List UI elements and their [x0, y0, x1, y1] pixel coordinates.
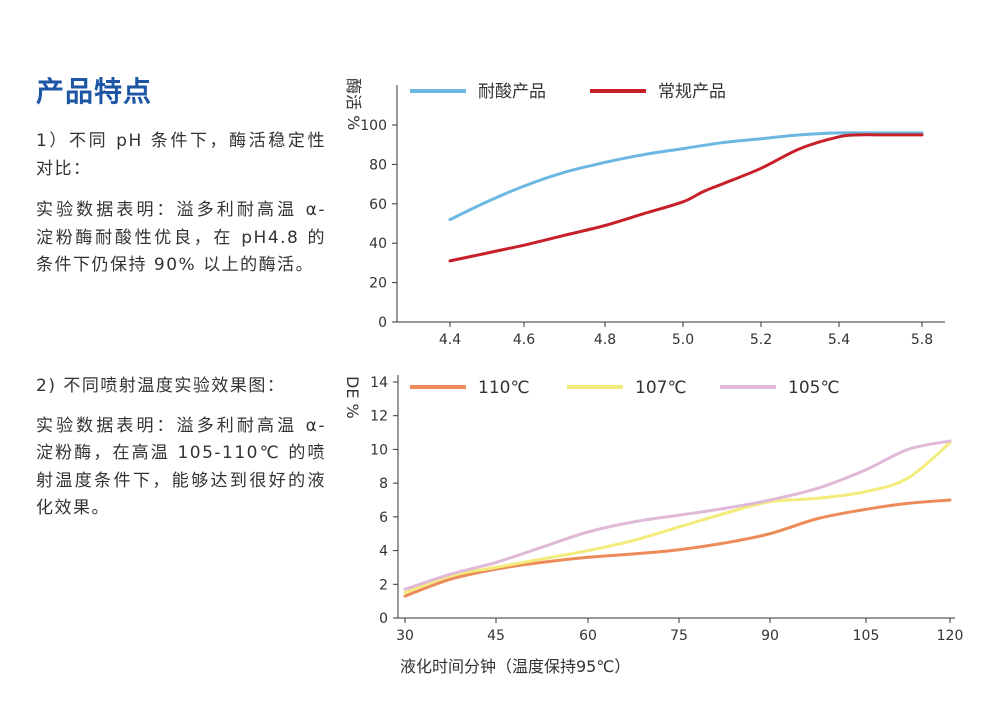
series-line-2	[448, 133, 924, 263]
x-tick-label: 5.4	[828, 332, 850, 348]
series-line-1	[448, 131, 924, 222]
y-axis-label: 酶活 %	[344, 78, 363, 130]
y-tick-label: 20	[369, 276, 387, 292]
section-title: 1）不同 pH 条件下，酶活稳定性对比：	[36, 131, 326, 179]
section-description: 实验数据表明：溢多利耐高温 α- 淀粉酶，在高温 105-110℃ 的喷射温度条…	[36, 415, 326, 519]
x-tick-label: 4.4	[439, 332, 461, 348]
y-tick-label: 0	[378, 315, 387, 331]
y-tick-label: 100	[360, 118, 387, 134]
y-tick-label: 40	[369, 236, 387, 252]
page-title: 产品特点	[36, 75, 153, 108]
x-tick-label: 5.0	[672, 332, 694, 348]
y-tick-label: 80	[369, 157, 387, 173]
y-tick-label: 60	[369, 197, 387, 213]
x-tick-label: 5.8	[911, 332, 933, 348]
legend-label: 常规产品	[658, 82, 726, 102]
section-temperature-effect: 2) 不同喷射温度实验效果图： 实验数据表明：溢多利耐高温 α- 淀粉酶，在高温…	[36, 373, 326, 523]
section-ph-stability: 1）不同 pH 条件下，酶活稳定性对比： 实验数据表明：溢多利耐高温 α- 淀粉…	[36, 128, 326, 280]
legend-label: 耐酸产品	[478, 82, 546, 102]
x-tick-label: 4.6	[513, 332, 535, 348]
x-tick-label: 5.2	[750, 332, 772, 348]
section-title: 2) 不同喷射温度实验效果图：	[36, 376, 286, 396]
section-description: 实验数据表明：溢多利耐高温 α- 淀粉酶耐酸性优良，在 pH4.8 的条件下仍保…	[36, 200, 326, 276]
x-tick-label: 4.8	[594, 332, 616, 348]
